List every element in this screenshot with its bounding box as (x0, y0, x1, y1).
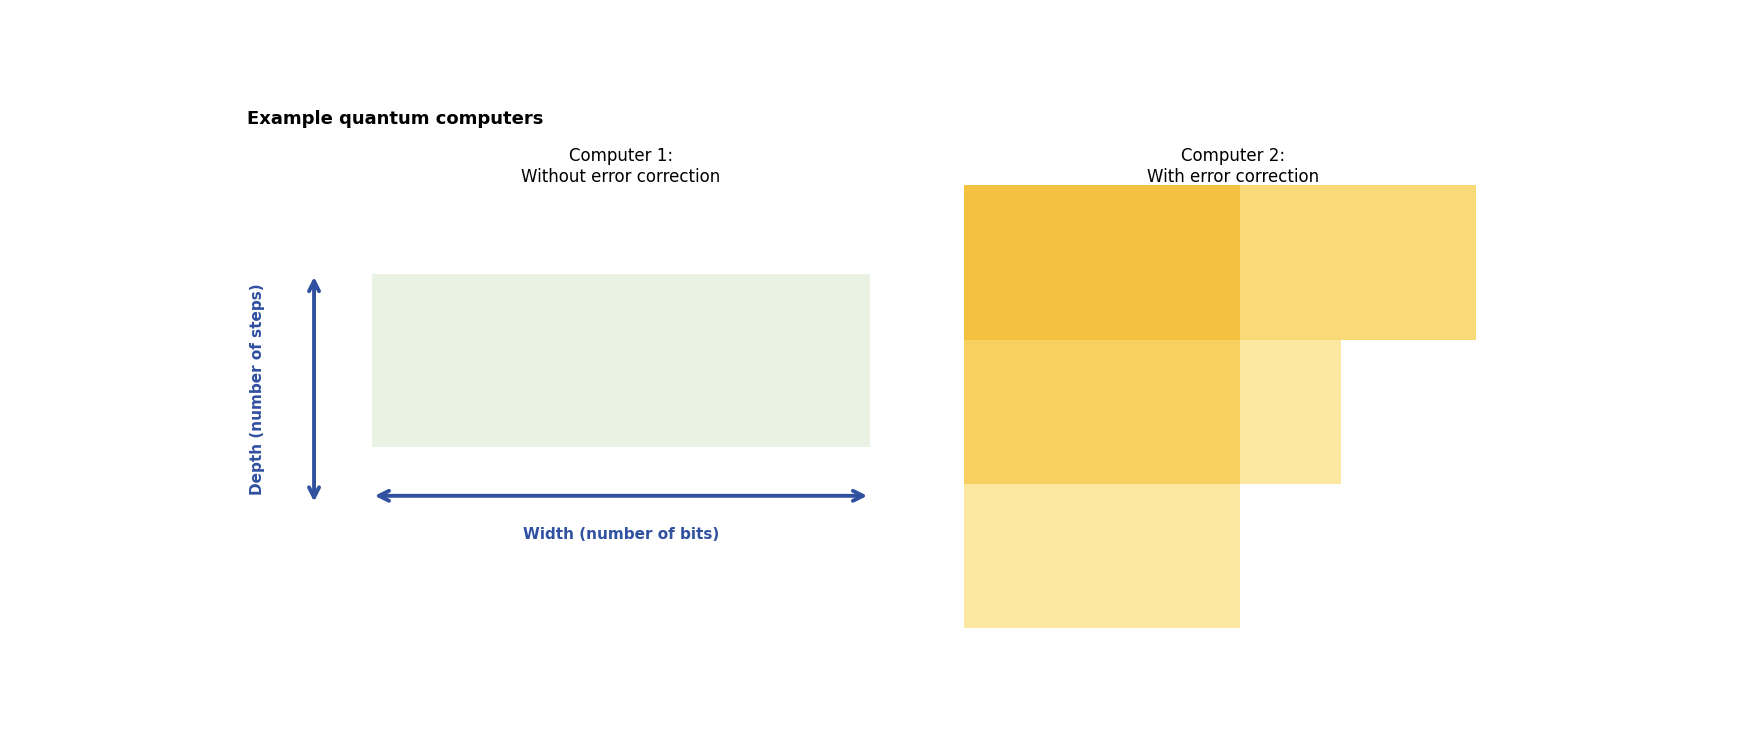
Text: Example quantum computers: Example quantum computers (247, 110, 544, 128)
Text: Computer 2:
With error correction: Computer 2: With error correction (1148, 147, 1320, 186)
Bar (964, 484, 1240, 628)
Text: Width (number of bits): Width (number of bits) (523, 527, 719, 542)
Bar (964, 340, 1240, 484)
Bar (1240, 340, 1341, 484)
Bar (372, 274, 870, 447)
Text: Computer 1:
Without error correction: Computer 1: Without error correction (521, 147, 721, 186)
Text: Depth (number of steps): Depth (number of steps) (250, 283, 266, 495)
Bar (964, 185, 1240, 340)
Bar (1240, 185, 1476, 340)
